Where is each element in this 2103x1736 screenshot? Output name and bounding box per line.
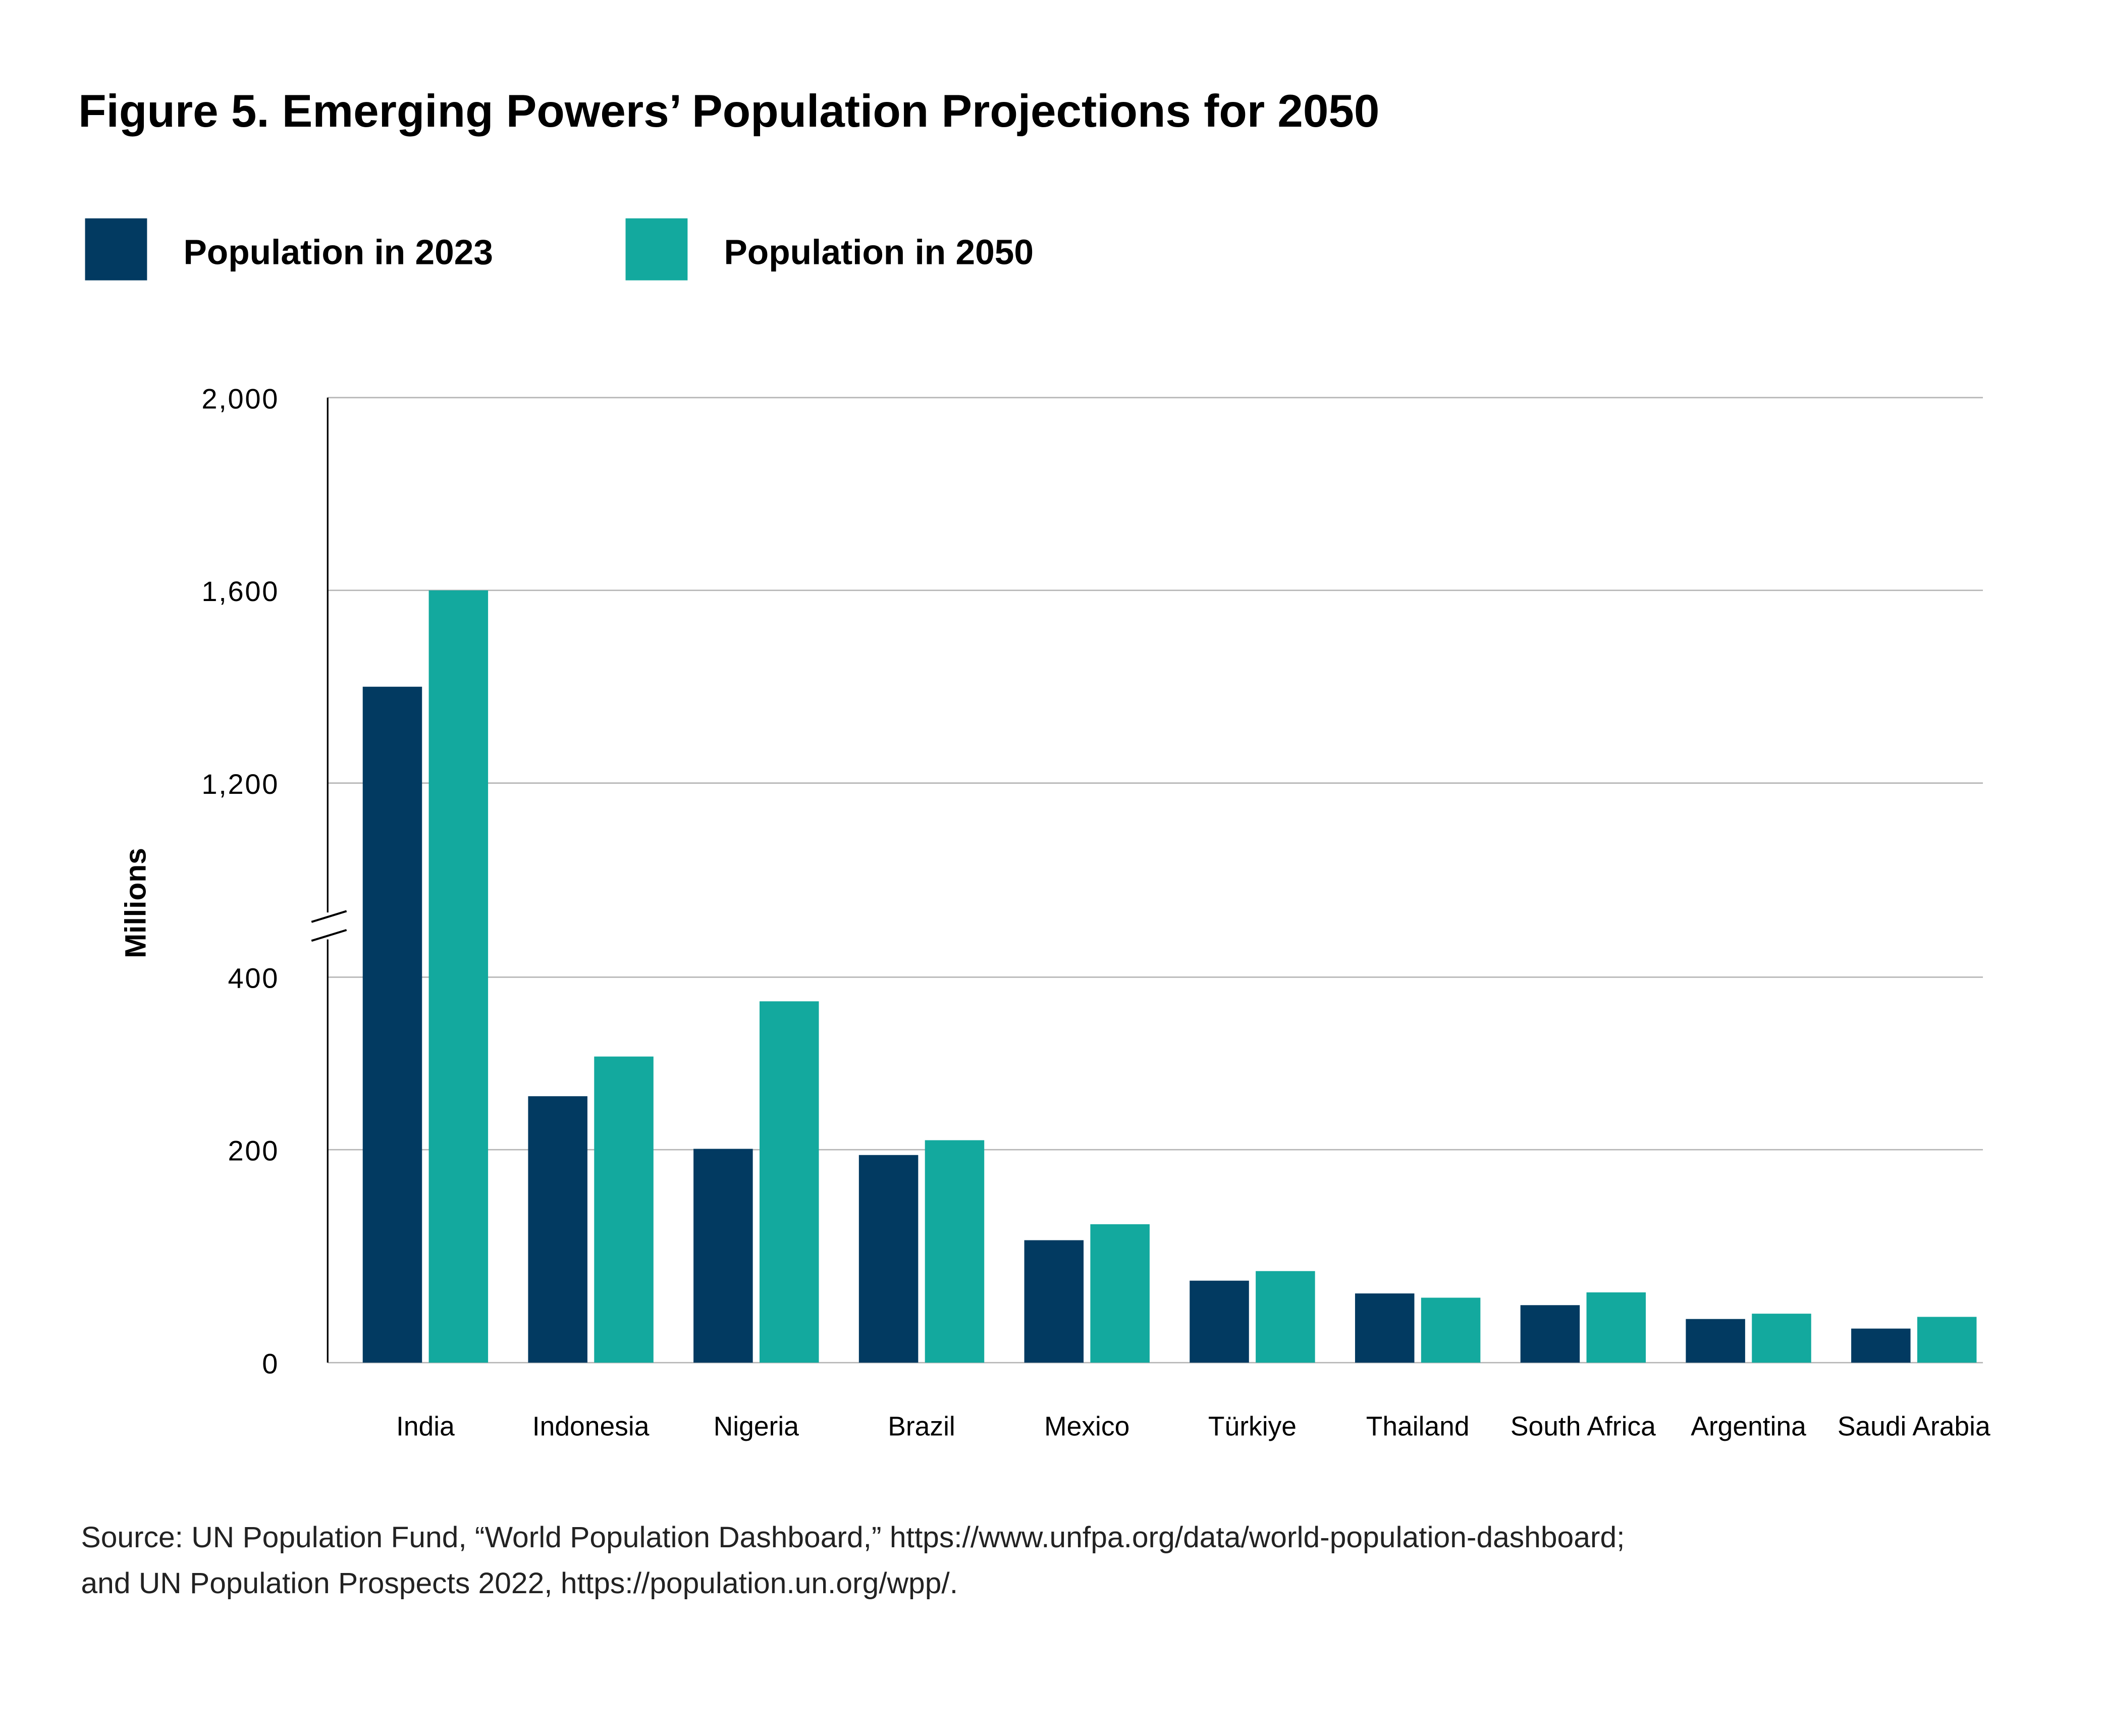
chart-title: Figure 5. Emerging Powers’ Population Pr…	[78, 86, 1379, 137]
y-tick-label: 400	[228, 962, 280, 994]
axis-break-mark	[311, 929, 347, 942]
y-tick-label: 2,000	[201, 383, 279, 414]
source-line-2: and UN Population Prospects 2022, https:…	[81, 1567, 958, 1600]
x-tick-label: Mexico	[1044, 1412, 1129, 1441]
legend-label: Population in 2050	[724, 232, 1033, 272]
bar-türkiye-2050	[1256, 1271, 1315, 1363]
y-axis-ticks: 0 200 400 1,200 1,600 2,000	[201, 383, 280, 1380]
x-tick-label: Brazil	[888, 1412, 955, 1441]
legend-swatch	[85, 218, 147, 281]
bar-india-2023	[362, 686, 422, 1363]
x-tick-label: India	[396, 1412, 455, 1441]
legend: Population in 2023 Population in 2050	[85, 218, 1034, 281]
bar-indonesia-2023	[528, 1096, 587, 1363]
x-tick-label: Saudi Arabia	[1838, 1412, 1990, 1441]
bar-thailand-2050	[1421, 1297, 1481, 1363]
bar-brazil-2050	[925, 1140, 985, 1363]
y-axis	[311, 397, 347, 1363]
legend-swatch	[625, 218, 688, 281]
y-tick-label: 0	[262, 1348, 279, 1380]
bar-türkiye-2023	[1190, 1280, 1249, 1363]
y-tick-label: 1,600	[201, 575, 279, 607]
legend-label: Population in 2023	[184, 232, 493, 272]
y-tick-label: 1,200	[201, 768, 279, 800]
bar-saudi-arabia-2023	[1851, 1328, 1911, 1363]
bar-india-2050	[428, 590, 489, 1363]
bar-indonesia-2050	[594, 1056, 654, 1363]
bar-mexico-2050	[1090, 1224, 1150, 1363]
bar-saudi-arabia-2050	[1917, 1317, 1977, 1363]
x-tick-label: Türkiye	[1208, 1412, 1297, 1441]
bar-mexico-2023	[1024, 1240, 1084, 1363]
x-tick-label: Argentina	[1691, 1412, 1806, 1441]
bars	[362, 590, 1977, 1363]
x-axis-labels: India Indonesia Nigeria Brazil Mexico Türkiye…	[396, 1412, 1990, 1441]
x-tick-label: Thailand	[1366, 1412, 1470, 1441]
x-tick-label: South Africa	[1511, 1412, 1656, 1441]
bar-argentina-2050	[1752, 1314, 1811, 1363]
axis-break-mark	[311, 910, 347, 923]
source-line-1: Source: UN Population Fund, “World Popul…	[81, 1521, 1625, 1554]
y-tick-label: 200	[228, 1135, 280, 1167]
bar-south-africa-2023	[1520, 1305, 1580, 1363]
y-axis-label: Millions	[120, 848, 152, 958]
bar-thailand-2023	[1355, 1293, 1415, 1363]
x-tick-label: Indonesia	[532, 1412, 650, 1441]
bar-south-africa-2050	[1586, 1292, 1646, 1363]
bar-argentina-2023	[1686, 1319, 1745, 1363]
bar-brazil-2023	[858, 1155, 919, 1363]
bar-nigeria-2023	[693, 1149, 753, 1363]
x-tick-label: Nigeria	[714, 1412, 799, 1441]
bar-nigeria-2050	[760, 1001, 819, 1363]
